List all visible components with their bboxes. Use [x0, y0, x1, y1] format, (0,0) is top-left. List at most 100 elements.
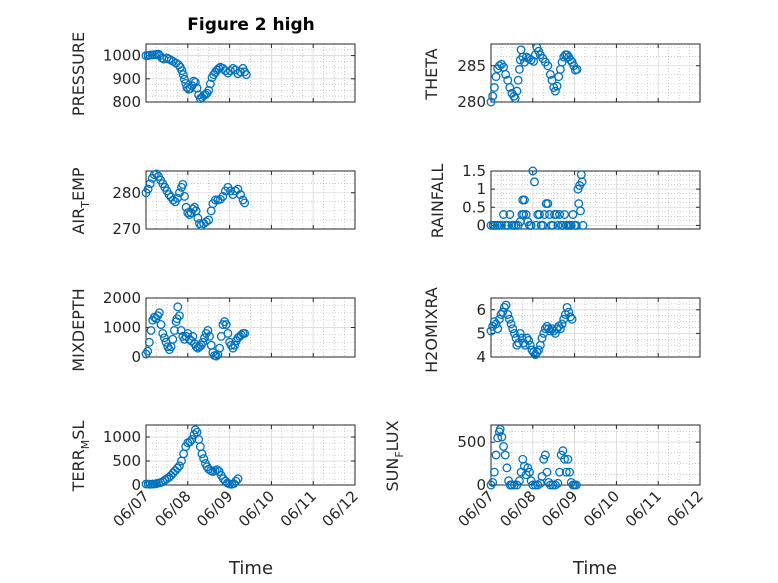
y-tick-label: 285	[457, 57, 486, 75]
data-point	[552, 81, 562, 91]
data-point	[560, 454, 570, 464]
data-point	[172, 314, 182, 324]
data-point	[212, 465, 222, 475]
y-tick-label: 280	[457, 93, 486, 111]
data-point	[190, 77, 200, 87]
data-point	[499, 441, 508, 451]
data-point	[211, 351, 221, 361]
data-point	[528, 166, 538, 176]
data-point	[539, 454, 549, 464]
data-point	[509, 480, 519, 490]
data-point	[540, 324, 550, 334]
data-point	[151, 169, 161, 179]
data-point	[538, 220, 548, 230]
data-point	[172, 463, 182, 473]
data-point	[489, 83, 499, 92]
y-tick-label: 500	[112, 452, 141, 470]
data-point	[191, 342, 201, 352]
data-point	[189, 76, 199, 86]
data-point	[560, 210, 570, 219]
data-point	[491, 450, 501, 460]
data-point	[565, 467, 575, 477]
data-point	[550, 86, 560, 96]
data-point	[231, 476, 241, 486]
data-point	[529, 56, 539, 66]
data-point	[564, 307, 574, 317]
data-point	[228, 63, 238, 73]
y-tick-label: 5	[476, 324, 486, 342]
data-point	[545, 69, 555, 79]
y-tick-label: 2000	[103, 289, 141, 307]
y-tick-label: 0	[476, 476, 486, 494]
data-point	[505, 210, 515, 219]
data-point	[507, 480, 517, 490]
panel-air-temp: 270 280	[112, 169, 356, 238]
data-point	[240, 328, 250, 338]
data-point	[577, 177, 587, 187]
data-point	[198, 337, 208, 347]
data-point	[218, 191, 228, 201]
data-point	[553, 220, 563, 230]
data-point	[522, 52, 531, 62]
data-point	[550, 480, 560, 490]
y-tick-label: 500	[457, 433, 486, 451]
axes-box	[490, 170, 701, 230]
data-point	[572, 64, 582, 74]
data-point	[555, 467, 565, 477]
data-point	[493, 433, 503, 443]
y-tick-label: 6	[476, 301, 486, 319]
data-point	[512, 480, 522, 490]
data-point	[174, 461, 184, 471]
data-point	[223, 328, 233, 338]
data-point	[494, 61, 504, 71]
data-point	[526, 220, 536, 230]
data-point	[143, 346, 153, 356]
y-axis-label-mixdepth: MIXDEPTH	[69, 288, 88, 371]
y-tick-label: 1000	[103, 47, 141, 65]
data-point	[233, 474, 243, 484]
data-point	[548, 220, 558, 230]
data-point	[193, 213, 203, 223]
y-tick-label: 270	[112, 220, 141, 238]
data-point	[558, 446, 568, 456]
data-point	[543, 199, 553, 209]
y-axis-label-h2omixra: H2OMIXRA	[422, 287, 441, 373]
data-point	[503, 220, 513, 230]
data-point	[555, 210, 565, 219]
data-point	[493, 324, 503, 334]
data-point	[515, 328, 525, 338]
data-point	[563, 454, 573, 464]
data-point	[504, 314, 514, 324]
figure-title: Figure 2 high	[187, 15, 315, 35]
data-point	[233, 184, 243, 194]
data-point	[545, 210, 554, 219]
data-point	[168, 334, 178, 344]
data-point	[154, 308, 164, 318]
data-point	[197, 449, 207, 459]
data-point	[201, 217, 211, 227]
data-point	[494, 314, 504, 324]
data-point	[174, 311, 184, 321]
data-point	[156, 320, 166, 329]
data-point	[158, 328, 168, 338]
data-point	[523, 463, 533, 473]
x-axis-label-right: Time	[572, 558, 617, 579]
data-point	[488, 91, 498, 101]
data-point	[508, 324, 518, 334]
y-axis-label-pressure: PRESSURE	[69, 32, 88, 116]
data-point	[189, 430, 199, 440]
data-point	[236, 190, 245, 200]
data-point	[221, 320, 231, 329]
data-point	[550, 328, 560, 338]
y-axis-label-theta: THETA	[422, 48, 441, 100]
data-point	[518, 52, 528, 62]
data-point	[215, 194, 225, 204]
data-point	[178, 179, 188, 189]
y-tick-label: 1	[476, 180, 486, 198]
data-point	[571, 220, 581, 230]
data-point	[568, 210, 578, 219]
y-tick-label: 900	[112, 70, 141, 88]
data-point	[143, 184, 153, 194]
y-axis-label-terr-msl: TERRMSL	[69, 421, 92, 493]
